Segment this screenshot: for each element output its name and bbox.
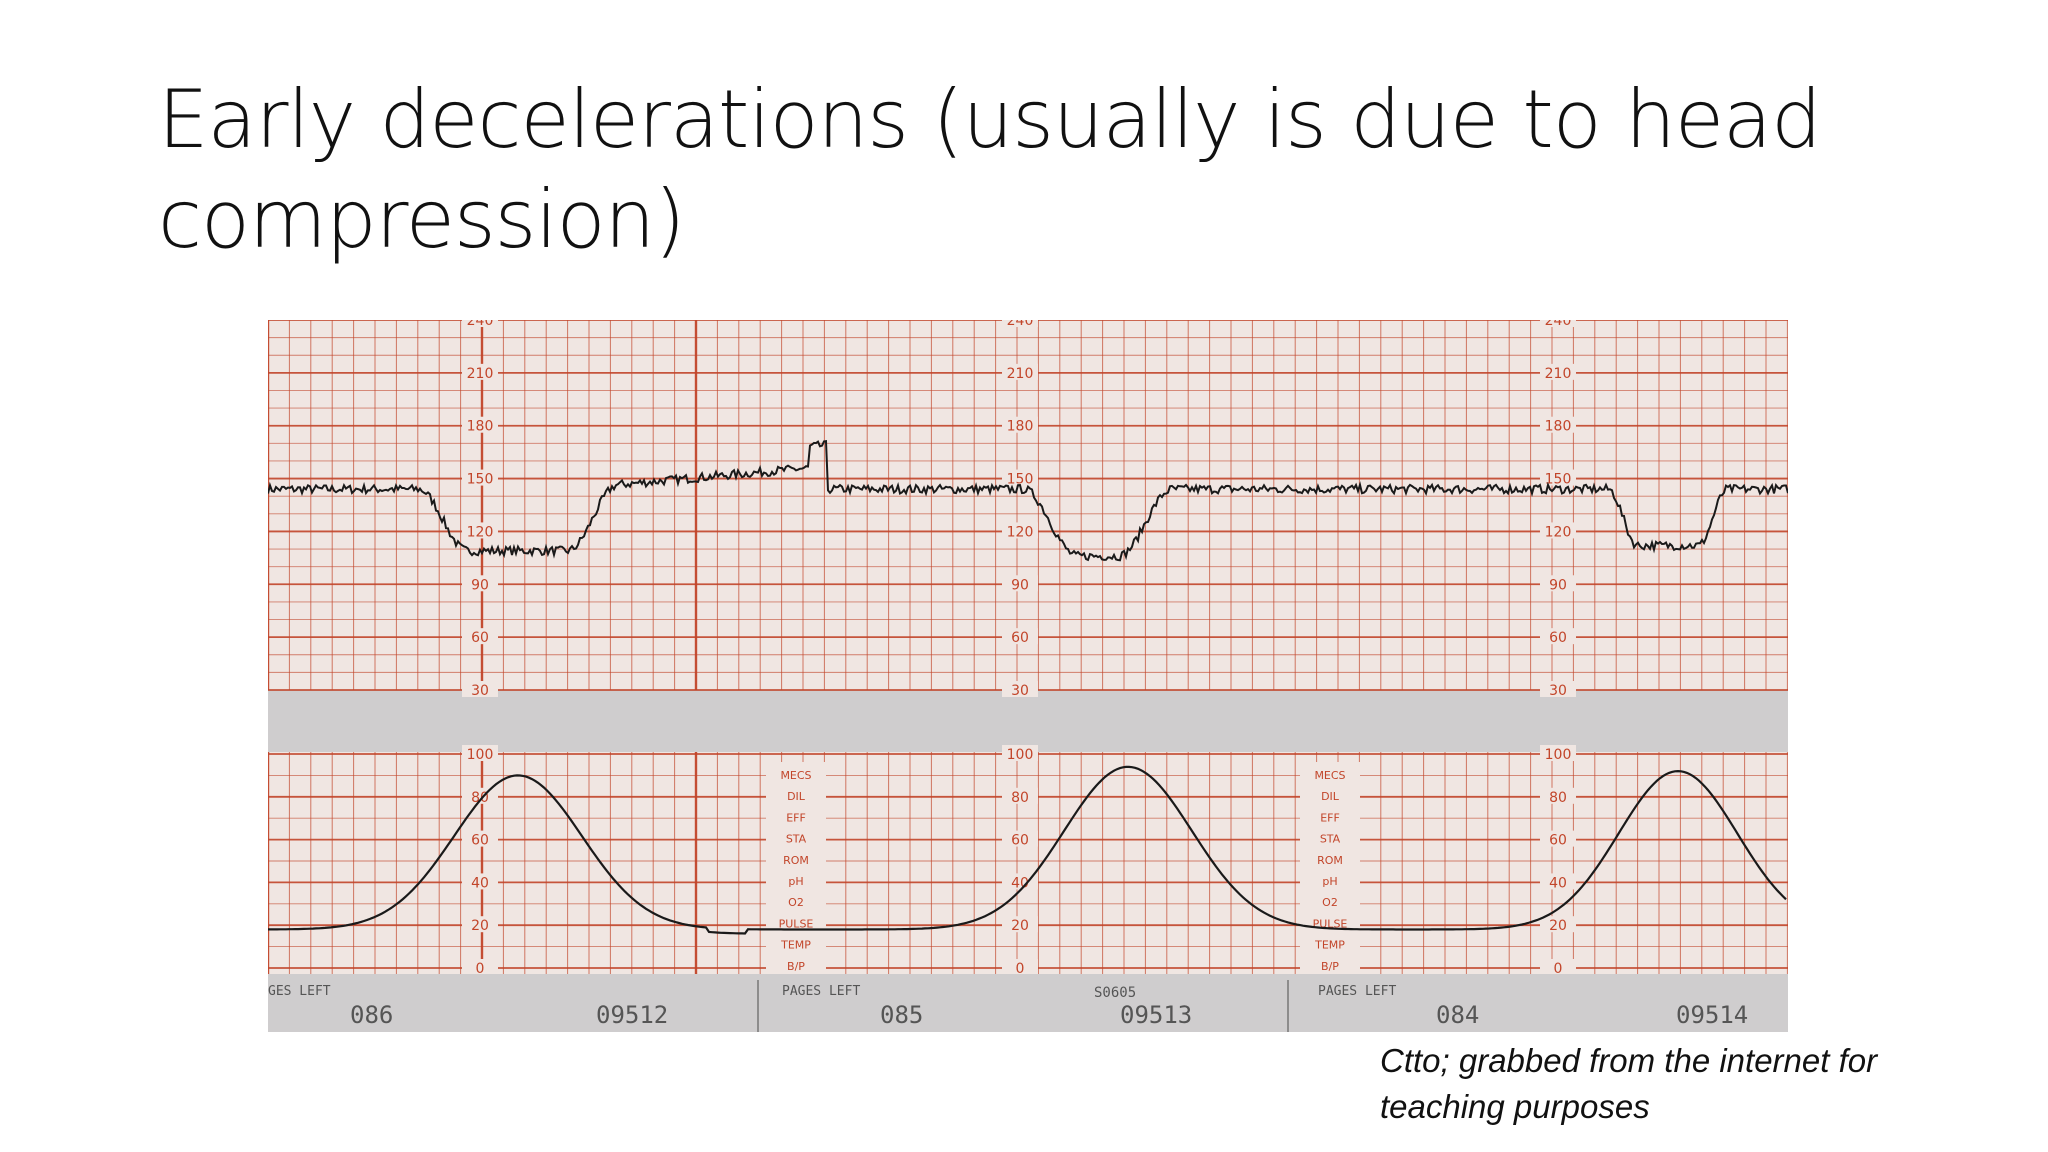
panel-label: PULSE xyxy=(779,917,814,930)
pages-left-label: PAGES LEFT xyxy=(1318,984,1396,999)
uc-scale-label: 60 xyxy=(471,833,489,849)
uc-scale-label: 60 xyxy=(1549,833,1567,849)
page-number: 085 xyxy=(880,1001,923,1029)
serial-number: 09514 xyxy=(1676,1001,1748,1029)
panel-label: pH xyxy=(788,875,803,888)
panel-label: O2 xyxy=(788,896,804,909)
panel-label: EFF xyxy=(1320,811,1340,824)
fhr-scale-label: 90 xyxy=(1549,577,1567,593)
grid-lines xyxy=(268,320,1788,974)
serial-number: 09513 xyxy=(1120,1001,1192,1029)
fhr-scale-label: 30 xyxy=(1011,683,1029,699)
fhr-scale-label: 180 xyxy=(1007,419,1034,435)
paper-footer: GES LEFT PAGES LEFT PAGES LEFT S0605 086 085 0… xyxy=(268,974,1788,1032)
fhr-scale-label: 150 xyxy=(1007,472,1034,488)
fhr-scale-label: 180 xyxy=(1545,419,1572,435)
panel-label: EFF xyxy=(786,811,806,824)
fhr-scale-label: 60 xyxy=(471,630,489,646)
fhr-scale-label: 30 xyxy=(471,683,489,699)
panel-label: STA xyxy=(1320,833,1341,846)
panel-label: ROM xyxy=(1317,854,1343,867)
fhr-scale-label: 240 xyxy=(467,320,494,329)
image-credit-caption: Ctto; grabbed from the internet for teac… xyxy=(1380,1038,2000,1130)
caption-line-2: teaching purposes xyxy=(1380,1088,1650,1125)
uc-scale-label: 0 xyxy=(1016,961,1025,977)
uc-scale-label: 80 xyxy=(1011,790,1029,806)
fhr-scale-label: 30 xyxy=(1549,683,1567,699)
uterine-contraction-trace xyxy=(268,765,1787,935)
paper-stamp: S0605 xyxy=(1094,985,1136,1001)
panel-label: MECS xyxy=(780,769,811,782)
fhr-scale-label: 60 xyxy=(1011,630,1029,646)
uc-scale-label: 0 xyxy=(1554,961,1563,977)
uc-scale-label: 20 xyxy=(1011,918,1029,934)
panel-label: DIL xyxy=(787,790,806,803)
uc-scale-label: 0 xyxy=(476,961,485,977)
panel-label: pH xyxy=(1322,875,1337,888)
slide-title: Early decelerations (usually is due to h… xyxy=(158,70,1958,270)
uc-scale-label: 20 xyxy=(1549,918,1567,934)
panel-label: MECS xyxy=(1314,769,1345,782)
pages-left-label: PAGES LEFT xyxy=(782,984,860,999)
uc-scale-label: 60 xyxy=(1011,833,1029,849)
fhr-scale-label: 240 xyxy=(1007,320,1034,329)
panel-label: ROM xyxy=(783,854,809,867)
page-number: 084 xyxy=(1436,1001,1479,1029)
caption-line-1: Ctto; grabbed from the internet for xyxy=(1380,1042,1878,1079)
uc-scale-label: 100 xyxy=(1545,747,1572,763)
panel-label: STA xyxy=(786,833,807,846)
pages-left-label: GES LEFT xyxy=(268,984,331,999)
uc-scale-label: 80 xyxy=(1549,790,1567,806)
panel-label: TEMP xyxy=(1314,939,1345,952)
fhr-scale-label: 120 xyxy=(1007,524,1034,540)
fhr-scale-label: 210 xyxy=(1545,366,1572,382)
uc-scale-label: 40 xyxy=(1011,875,1029,891)
fhr-scale-label: 90 xyxy=(1011,577,1029,593)
serial-number: 09512 xyxy=(596,1001,668,1029)
panel-label: TEMP xyxy=(780,939,811,952)
uc-scale-label: 40 xyxy=(1549,875,1567,891)
fhr-scale-label: 150 xyxy=(467,472,494,488)
uc-scale-label: 100 xyxy=(1007,747,1034,763)
panel-label: B/P xyxy=(1321,960,1339,973)
fhr-scale-label: 120 xyxy=(1545,524,1572,540)
fhr-scale-label: 210 xyxy=(1007,366,1034,382)
title-line-1: Early decelerations (usually is due to h… xyxy=(158,73,1822,166)
fhr-scale-label: 150 xyxy=(1545,472,1572,488)
panel-label: O2 xyxy=(1322,896,1338,909)
uc-scale-label: 20 xyxy=(471,918,489,934)
uc-scale-label: 40 xyxy=(471,875,489,891)
panel-label: B/P xyxy=(787,960,805,973)
fhr-scale-label: 60 xyxy=(1549,630,1567,646)
page-number: 086 xyxy=(350,1001,393,1029)
scale-labels: 240 210 180 150 120 90 60 30 100 80 60 40 20 0 240 210 1… xyxy=(462,320,1576,977)
fhr-scale-label: 180 xyxy=(467,419,494,435)
fhr-scale-label: 90 xyxy=(471,577,489,593)
fetal-heart-rate-trace xyxy=(268,439,1788,562)
title-line-2: compression) xyxy=(158,173,685,266)
panel-label: DIL xyxy=(1321,790,1340,803)
fhr-scale-label: 210 xyxy=(467,366,494,382)
ctg-tracing-image: 240 210 180 150 120 90 60 30 100 80 60 40 20 0 240 210 1… xyxy=(268,320,1788,1032)
fhr-scale-label: 240 xyxy=(1545,320,1572,329)
fhr-scale-label: 120 xyxy=(467,524,494,540)
uc-scale-label: 100 xyxy=(467,747,494,763)
